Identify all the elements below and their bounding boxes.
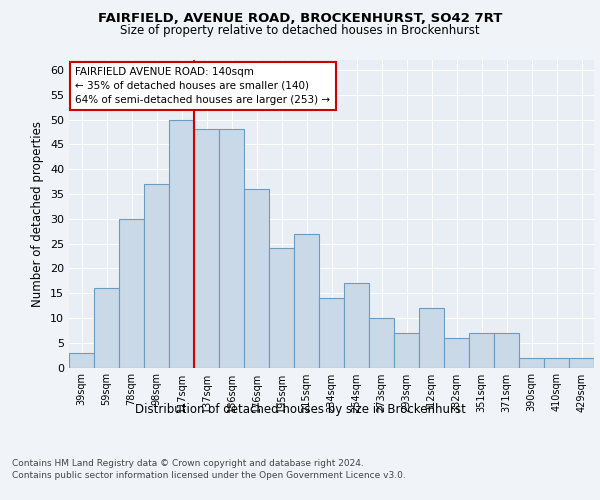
Bar [369,318,394,368]
Text: Contains public sector information licensed under the Open Government Licence v3: Contains public sector information licen… [12,471,406,480]
Text: Contains HM Land Registry data © Crown copyright and database right 2024.: Contains HM Land Registry data © Crown c… [12,458,364,468]
Bar [269,248,294,368]
Text: Size of property relative to detached houses in Brockenhurst: Size of property relative to detached ho… [120,24,480,37]
Bar [294,234,319,368]
Bar [544,358,569,368]
Bar [494,333,519,368]
Bar [319,298,344,368]
Bar [69,352,94,368]
Text: FAIRFIELD AVENUE ROAD: 140sqm
← 35% of detached houses are smaller (140)
64% of : FAIRFIELD AVENUE ROAD: 140sqm ← 35% of d… [76,67,331,105]
Y-axis label: Number of detached properties: Number of detached properties [31,120,44,306]
Bar [469,333,494,368]
Bar [119,218,144,368]
Bar [344,283,369,368]
Bar [194,130,219,368]
Bar [569,358,594,368]
Bar [394,333,419,368]
Bar [94,288,119,368]
Bar [419,308,444,368]
Text: FAIRFIELD, AVENUE ROAD, BROCKENHURST, SO42 7RT: FAIRFIELD, AVENUE ROAD, BROCKENHURST, SO… [98,12,502,26]
Bar [144,184,169,368]
Bar [219,130,244,368]
Bar [244,189,269,368]
Bar [519,358,544,368]
Text: Distribution of detached houses by size in Brockenhurst: Distribution of detached houses by size … [134,402,466,415]
Bar [444,338,469,368]
Bar [169,120,194,368]
